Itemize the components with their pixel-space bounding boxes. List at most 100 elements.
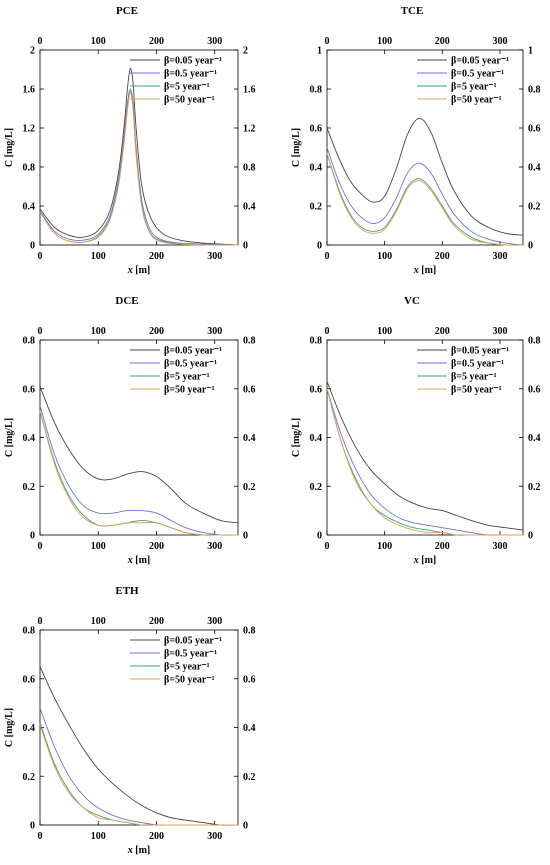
y-tick-label: 0.4 (23, 433, 36, 444)
x-tick-label: 0 (38, 251, 43, 262)
y-tick-label-right: 0.8 (243, 336, 256, 347)
chart-title: TCE (401, 5, 424, 17)
x-tick-label: 0 (325, 541, 330, 552)
legend-label: β=50 year⁻¹ (164, 95, 215, 106)
series-line-2 (39, 722, 238, 826)
y-tick-label: 0.8 (310, 336, 323, 347)
x-tick-label-top: 200 (435, 326, 450, 337)
y-axis-label: C [mg/L] (291, 418, 302, 457)
chart-title: PCE (116, 5, 138, 17)
x-tick-label-top: 300 (207, 616, 222, 627)
x-tick-label-top: 100 (377, 326, 392, 337)
y-tick-label-right: 0.6 (243, 384, 256, 395)
y-tick-label: 0.6 (23, 674, 36, 685)
legend-label: β=50 year⁻¹ (164, 385, 215, 396)
series-line-1 (39, 405, 239, 536)
x-tick-label: 300 (207, 831, 222, 842)
y-tick-label-right: 0 (243, 241, 248, 252)
x-tick-label: 100 (91, 831, 106, 842)
x-tick-label-top: 0 (38, 326, 43, 337)
x-tick-label: 300 (492, 541, 507, 552)
y-tick-label-right: 0.2 (528, 482, 541, 493)
series-line-1 (326, 147, 524, 246)
y-axis-label: C [mg/L] (4, 418, 15, 457)
x-tick-label: 200 (435, 251, 450, 262)
y-tick-label-right: 0.2 (528, 202, 541, 213)
legend-label: β=0.5 year⁻¹ (451, 359, 504, 370)
y-tick-label: 0.8 (23, 336, 36, 347)
y-axis-label: C [mg/L] (4, 708, 15, 747)
x-tick-label: 200 (149, 251, 164, 262)
series-line-0 (326, 381, 524, 531)
y-tick-label: 0.2 (310, 202, 323, 213)
x-tick-label: 100 (377, 251, 392, 262)
x-tick-label-top: 100 (91, 36, 106, 47)
series-line-3 (39, 92, 239, 246)
series-line-1 (326, 388, 523, 536)
legend-label: β=0.5 year⁻¹ (164, 359, 217, 370)
x-tick-label-top: 300 (207, 36, 222, 47)
series-line-2 (39, 90, 239, 246)
legend-label: β=0.05 year⁻¹ (164, 56, 222, 67)
x-tick-label: 100 (377, 541, 392, 552)
y-tick-label-right: 0 (243, 531, 248, 542)
series-line-0 (39, 666, 239, 826)
series-line-2 (326, 153, 524, 246)
x-tick-label: 100 (91, 251, 106, 262)
x-axis-label: x [m] (413, 265, 437, 276)
chart-title: VC (404, 295, 420, 307)
y-tick-label-right: 0.4 (243, 202, 256, 213)
y-tick-label: 0.4 (23, 202, 36, 213)
x-tick-label-top: 200 (149, 36, 164, 47)
x-tick-label: 200 (149, 831, 164, 842)
y-tick-label: 0.8 (310, 85, 323, 96)
x-tick-label: 0 (325, 251, 330, 262)
x-tick-label-top: 0 (325, 36, 330, 47)
y-tick-label: 0.4 (23, 723, 36, 734)
y-tick-label: 0 (317, 241, 322, 252)
y-tick-label-right: 0.4 (243, 723, 256, 734)
x-tick-label: 200 (149, 541, 164, 552)
x-tick-label: 100 (91, 541, 106, 552)
legend-label: β=50 year⁻¹ (451, 385, 502, 396)
y-tick-label: 2 (30, 46, 35, 57)
legend-label: β=0.5 year⁻¹ (164, 649, 217, 660)
legend-label: β=50 year⁻¹ (451, 95, 502, 106)
y-tick-label-right: 0.2 (243, 482, 256, 493)
series-line-0 (326, 117, 524, 236)
y-tick-label-right: 0.2 (243, 772, 256, 783)
y-tick-label: 0.4 (310, 433, 323, 444)
x-tick-label-top: 200 (149, 326, 164, 337)
x-tick-label-top: 200 (435, 36, 450, 47)
legend-label: β=0.5 year⁻¹ (164, 69, 217, 80)
legend-label: β=5 year⁻¹ (164, 82, 210, 93)
y-tick-label-right: 0 (528, 241, 533, 252)
chart-title: DCE (115, 295, 138, 307)
series-line-3 (326, 153, 524, 246)
plot-frame (39, 49, 239, 246)
chart-title: ETH (115, 585, 139, 597)
x-tick-label-top: 300 (492, 36, 507, 47)
y-tick-label: 0 (30, 531, 35, 542)
y-tick-label-right: 0.6 (528, 384, 541, 395)
y-tick-label: 0.6 (310, 124, 323, 135)
legend-label: β=0.05 year⁻¹ (164, 636, 222, 647)
y-tick-label: 0 (30, 241, 35, 252)
y-tick-label-right: 0.8 (528, 336, 541, 347)
x-tick-label-top: 100 (91, 616, 106, 627)
y-tick-label: 0.4 (310, 163, 323, 174)
y-tick-label: 0.6 (310, 384, 323, 395)
y-tick-label: 0.2 (310, 482, 323, 493)
y-tick-label-right: 0.6 (528, 124, 541, 135)
x-axis-label: x [m] (127, 265, 151, 276)
y-tick-label: 0 (317, 531, 322, 542)
y-axis-label: C [mg/L] (4, 128, 15, 167)
series-line-2 (326, 388, 523, 536)
y-tick-label-right: 0 (528, 531, 533, 542)
x-tick-label: 0 (38, 541, 43, 552)
x-tick-label-top: 100 (377, 36, 392, 47)
